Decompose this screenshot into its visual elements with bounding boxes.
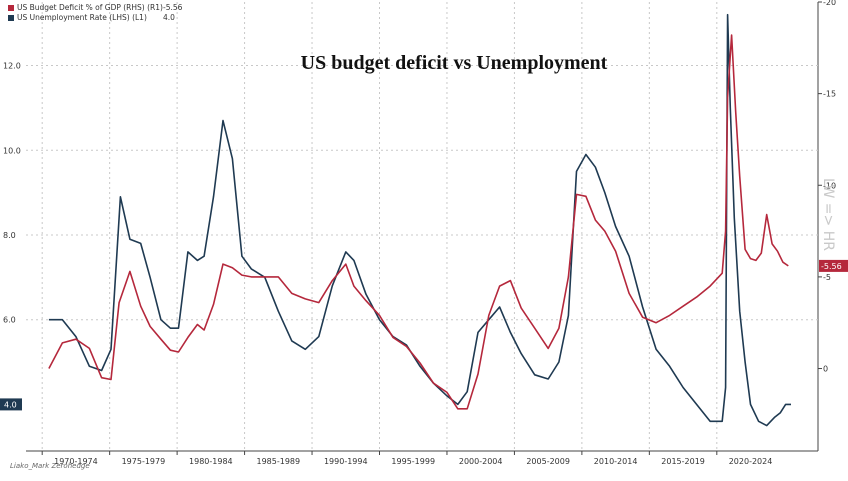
deficit-last-value-label: -5.56 [821, 262, 842, 271]
grid-lines [26, 2, 819, 452]
legend-swatch-unemployment [8, 15, 14, 21]
x-tick-label: 1970-1974 [54, 457, 98, 466]
unemployment-line [48, 13, 791, 427]
right-tick-label: -10 [823, 181, 836, 190]
right-tick-label: -20 [823, 0, 836, 7]
x-tick-label: 1975-1979 [122, 457, 166, 466]
right-tick-label: -15 [823, 90, 836, 99]
legend-label: US Budget Deficit % of GDP (RHS) (R1) [17, 3, 163, 12]
series-lines [48, 13, 791, 427]
x-tick-label: 2005-2009 [526, 457, 570, 466]
legend-label: US Unemployment Rate (LHS) (L1) [17, 13, 147, 22]
last-value-markers: 4.0 -5.56 [0, 259, 848, 411]
rhs-axis-note: LW => HR [820, 178, 836, 251]
left-tick-label: 12.0 [3, 62, 21, 71]
x-tick-label: 1995-1999 [391, 457, 435, 466]
x-tick-label: 1985-1989 [257, 457, 301, 466]
x-tick-label: 2020-2024 [729, 457, 773, 466]
chart-title-wrap: US budget deficit vs Unemployment [0, 52, 848, 75]
left-axis: 12.0 10.0 8.0 6.0 [3, 62, 21, 325]
legend-item-unemployment: US Unemployment Rate (LHS) (L1) 4.0 [8, 13, 182, 23]
left-tick-label: 10.0 [3, 146, 21, 155]
x-tick-label: 1980-1984 [189, 457, 233, 466]
legend-value: 4.0 [163, 13, 175, 22]
source-credit: Liako_Mark Zerohedge [10, 462, 90, 470]
right-tick-label: 0 [823, 365, 828, 374]
x-axis: 1970-1974 1975-1979 1980-1984 1985-1989 1990… [41, 451, 773, 466]
x-tick-label: 2000-2004 [459, 457, 503, 466]
left-tick-label: 8.0 [3, 231, 16, 240]
x-tick-label: 1990-1994 [324, 457, 368, 466]
deficit-last-value-box [819, 259, 848, 272]
legend-swatch-deficit [8, 5, 14, 11]
legend-item-deficit: US Budget Deficit % of GDP (RHS) (R1) -5… [8, 3, 182, 13]
x-tick-label: 2015-2019 [661, 457, 705, 466]
right-axis: -20 -15 -10 -5 0 [818, 0, 836, 374]
legend-value: -5.56 [163, 3, 183, 12]
legend: US Budget Deficit % of GDP (RHS) (R1) -5… [8, 3, 182, 23]
right-tick-label: -5 [823, 273, 831, 282]
unemployment-last-value-label: 4.0 [4, 400, 17, 409]
left-tick-label: 6.0 [3, 316, 16, 325]
deficit-line [48, 34, 789, 410]
chart-title: US budget deficit vs Unemployment [300, 52, 608, 74]
x-tick-label: 2010-2014 [594, 457, 638, 466]
unemployment-last-value-box [0, 398, 22, 411]
